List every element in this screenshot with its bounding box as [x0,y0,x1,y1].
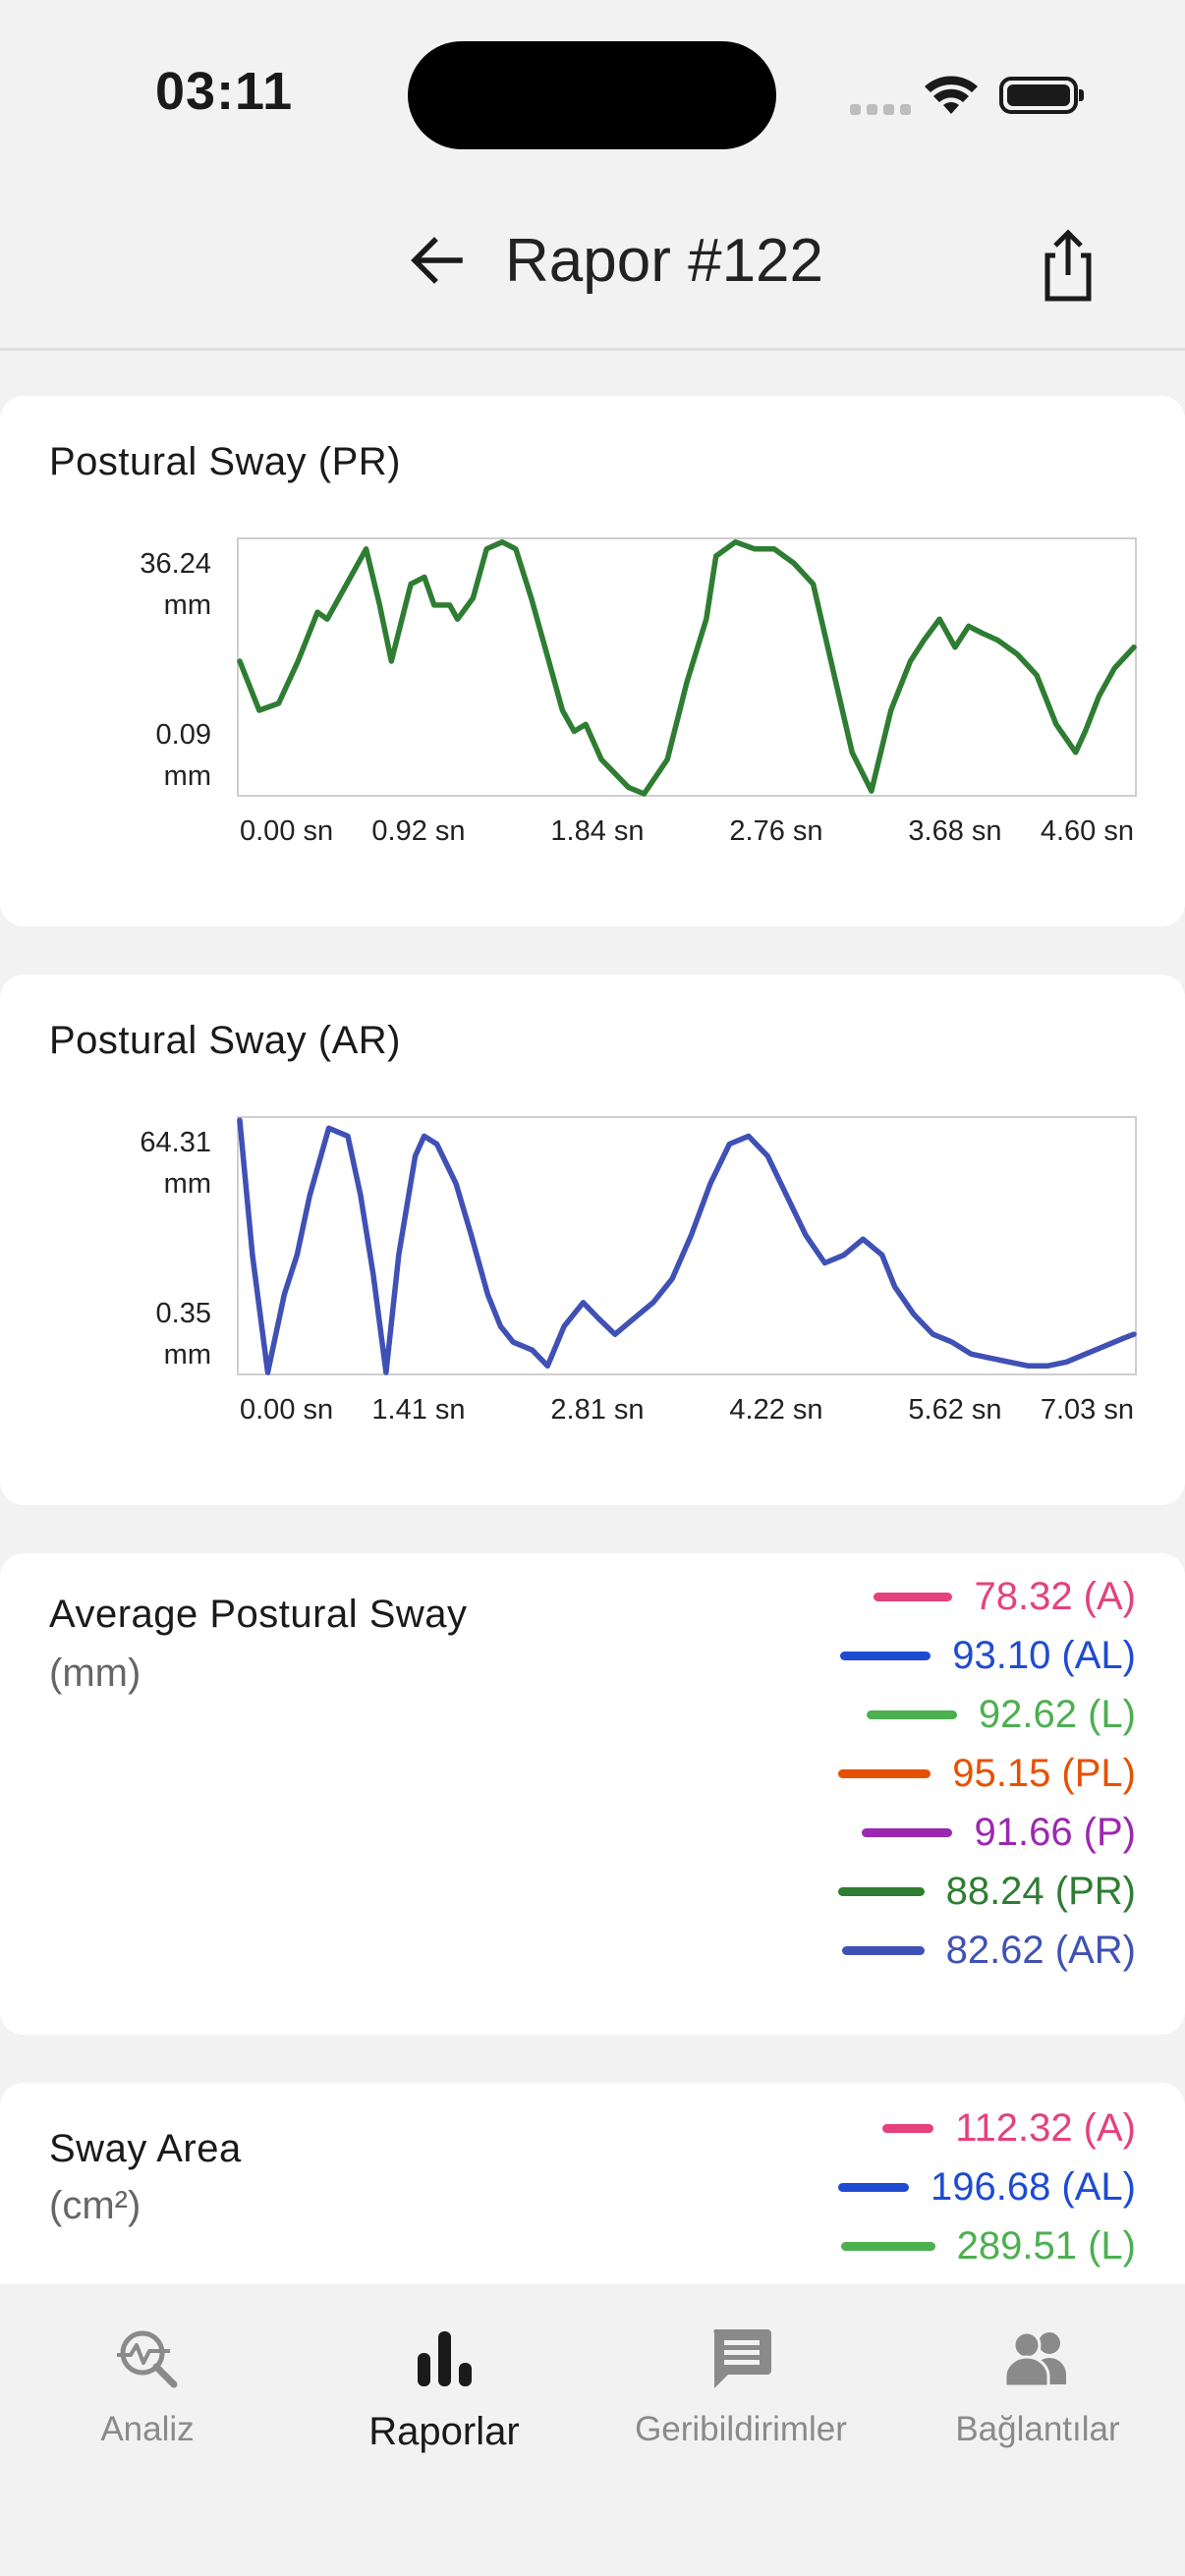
sway-area-legend: 112.32 (A) 196.68 (AL) 289.51 (L) [837,2099,1136,2275]
wifi-icon [925,76,978,114]
legend-swatch [840,2241,935,2251]
legend-value: 78.32 (A) [974,1574,1136,1618]
nav-label: Raporlar [368,2410,520,2453]
legend-swatch [837,2182,909,2192]
chart-card-ar: Postural Sway (AR) 64.31 mm 0.35 mm 0.00… [0,975,1185,1505]
x-tick-label: 0.00 sn [240,1394,333,1426]
y-min-unit: mm [164,1339,211,1371]
legend-value: 95.15 (PL) [952,1751,1136,1795]
legend-value: 93.10 (AL) [952,1633,1136,1677]
x-tick-label: 1.41 sn [371,1394,465,1426]
y-min-unit: mm [164,760,211,792]
chart-title: Postural Sway (AR) [49,1019,401,1062]
chart-ar: 64.31 mm 0.35 mm 0.00 sn 1.41 sn 2.81 sn… [140,1116,1137,1426]
x-tick-label: 0.92 sn [371,815,465,847]
cellular-signal-icon [850,102,917,120]
dynamic-island [408,41,776,149]
y-max-unit: mm [164,589,211,621]
legend-swatch [866,1709,957,1719]
back-arrow-icon[interactable] [403,226,472,295]
legend-value: 112.32 (A) [955,2105,1136,2150]
average-sway-legend: 78.32 (A) 93.10 (AL) 92.62 (L) 95.15 (PL… [837,1567,1136,1980]
legend-swatch [874,1592,953,1601]
nav-item-geribildirimler[interactable]: Geribildirimler [593,2324,888,2449]
series-line-ar [237,1117,1137,1375]
status-time: 03:11 [155,62,294,121]
x-tick-label: 2.76 sn [729,815,822,847]
plot-area-frame [237,1116,1137,1375]
legend-item: 88.24 (PR) [837,1862,1136,1921]
legend-item: 93.10 (AL) [838,1626,1136,1685]
legend-swatch [841,1945,925,1955]
x-tick-label: 0.00 sn [240,815,333,847]
nav-label: Geribildirimler [635,2410,847,2448]
chart-card-pr: Postural Sway (PR) 36.24 mm 0.09 mm 0.00… [0,396,1185,926]
legend-swatch [838,1768,931,1778]
legend-item: 289.51 (L) [838,2216,1136,2275]
app-header: Rapor #122 [0,196,1185,351]
x-tick-label: 5.62 sn [908,1394,1001,1426]
x-tick-label: 4.22 sn [729,1394,822,1426]
legend-value: 82.62 (AR) [945,1928,1136,1972]
series-line-pr [237,538,1137,797]
legend-value: 92.62 (L) [978,1692,1136,1736]
bar-chart-icon [418,2331,472,2386]
legend-swatch [840,1651,931,1660]
x-tick-label: 1.84 sn [550,815,644,847]
bottom-navigation: Analiz Raporlar Geribildirimler Bağlantı… [0,2284,1185,2576]
x-tick-label: 7.03 sn [1041,1394,1134,1426]
nav-label: Bağlantılar [955,2410,1120,2448]
legend-item: 82.62 (AR) [838,1921,1136,1980]
legend-value: 289.51 (L) [956,2223,1136,2268]
average-sway-title: Average Postural Sway [49,1593,468,1636]
share-icon[interactable] [1034,226,1102,305]
legend-item: 91.66 (P) [838,1803,1136,1862]
y-min-label: 0.09 [156,719,211,751]
legend-item: 78.32 (A) [838,1567,1136,1626]
legend-item: 196.68 (AL) [837,2157,1136,2216]
nav-label: Analiz [100,2410,195,2448]
plot-area-frame [237,537,1137,797]
average-sway-card: Average Postural Sway (mm) 78.32 (A) 93.… [0,1553,1185,2035]
analysis-icon [117,2330,178,2388]
sway-area-title: Sway Area [49,2127,242,2170]
status-bar: 03:11 [0,0,1185,196]
legend-swatch [882,2123,934,2133]
x-tick-label: 4.60 sn [1041,815,1134,847]
y-max-label: 64.31 [140,1127,211,1158]
legend-value: 196.68 (AL) [930,2164,1136,2209]
people-icon [1003,2330,1066,2388]
feedback-icon [713,2329,771,2388]
page-title: Rapor #122 [505,227,824,295]
legend-value: 88.24 (PR) [945,1869,1136,1913]
legend-item: 112.32 (A) [838,2099,1136,2157]
x-tick-label: 2.81 sn [550,1394,644,1426]
legend-swatch [837,1886,925,1896]
y-max-unit: mm [164,1168,211,1200]
chart-title: Postural Sway (PR) [49,440,401,483]
y-min-label: 0.35 [156,1298,211,1329]
chart-pr: 36.24 mm 0.09 mm 0.00 sn 0.92 sn 1.84 sn… [140,537,1137,847]
legend-item: 95.15 (PL) [838,1744,1136,1803]
legend-swatch [862,1827,953,1837]
nav-item-raporlar[interactable]: Raporlar [297,2324,592,2454]
sway-area-unit: (cm²) [49,2184,141,2227]
legend-item: 92.62 (L) [838,1685,1136,1744]
y-max-label: 36.24 [140,548,211,580]
x-tick-label: 3.68 sn [908,815,1001,847]
nav-item-analiz[interactable]: Analiz [0,2324,295,2449]
average-sway-unit: (mm) [49,1652,141,1695]
nav-item-baglantilar[interactable]: Bağlantılar [890,2324,1185,2449]
legend-value: 91.66 (P) [974,1810,1136,1854]
battery-icon [999,77,1084,114]
